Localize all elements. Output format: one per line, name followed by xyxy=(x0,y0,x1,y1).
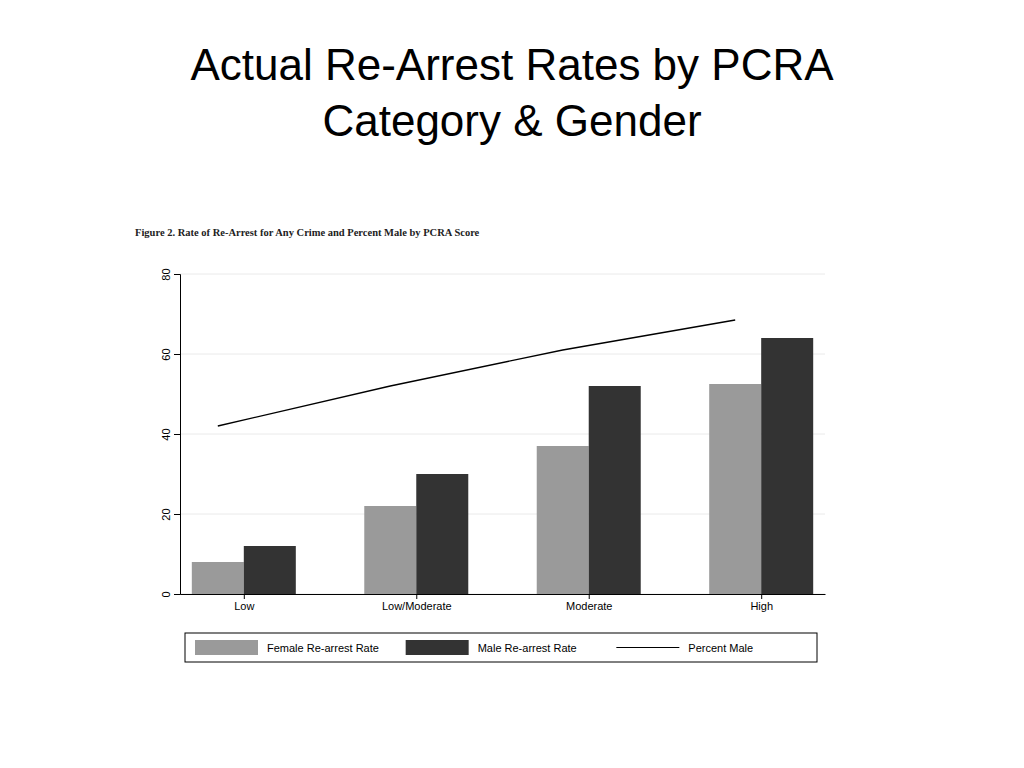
tick-label: 60 xyxy=(160,348,172,360)
tick-mark xyxy=(174,514,180,515)
tick: 80 xyxy=(160,268,180,280)
tick: Low/Moderate xyxy=(382,594,452,612)
tick: High xyxy=(750,594,773,612)
legend-label: Male Re-arrest Rate xyxy=(478,642,577,654)
tick: 40 xyxy=(160,428,180,440)
tick: 20 xyxy=(160,508,180,520)
bar xyxy=(244,546,296,594)
tick-mark xyxy=(589,594,590,599)
plot-area xyxy=(192,320,813,594)
bar xyxy=(192,562,244,594)
legend-swatch xyxy=(195,640,258,655)
tick-label: 20 xyxy=(160,508,172,520)
grid xyxy=(180,274,825,594)
bar xyxy=(709,384,761,594)
tick: Low xyxy=(234,594,254,612)
x-axis: Low Low/Moderate Moderate High xyxy=(181,594,826,612)
bar-series xyxy=(192,384,761,594)
title: Actual Re-Arrest Rates by PCRACategory &… xyxy=(190,40,834,145)
legend: Female Re-arrest Rate Male Re-arrest Rate… xyxy=(185,633,817,662)
tick: Moderate xyxy=(566,594,612,612)
tick-mark xyxy=(174,274,180,275)
bar xyxy=(589,386,641,594)
legend-swatch xyxy=(616,647,679,648)
tick: 60 xyxy=(160,348,180,360)
tick-mark xyxy=(174,354,180,355)
tick-label: Low/Moderate xyxy=(382,600,452,612)
grid-line xyxy=(180,274,825,275)
tick-label: 0 xyxy=(160,591,172,597)
bar-series xyxy=(244,338,813,594)
tick-label: Moderate xyxy=(566,600,612,612)
tick-label: 80 xyxy=(160,268,172,280)
bar xyxy=(416,474,468,594)
line xyxy=(218,320,735,426)
legend-box xyxy=(185,633,817,662)
tick-label: Low xyxy=(234,600,254,612)
subtitle: Figure 2. Rate of Re-Arrest for Any Crim… xyxy=(135,227,480,238)
axis-line xyxy=(174,275,181,595)
bar xyxy=(761,338,813,594)
axis-line xyxy=(181,594,826,595)
bar xyxy=(537,446,589,594)
tick-mark xyxy=(244,594,245,599)
tick-label: 40 xyxy=(160,428,172,440)
grid-line xyxy=(180,354,825,355)
bar xyxy=(364,506,416,594)
tick-mark xyxy=(174,594,180,595)
tick-label: High xyxy=(750,600,773,612)
legend-swatch xyxy=(406,640,469,655)
chart: Actual Re-Arrest Rates by PCRACategory &… xyxy=(0,0,1024,768)
legend-label: Female Re-arrest Rate xyxy=(267,642,379,654)
y-axis: 0 20 40 60 80 xyxy=(160,268,181,597)
legend-label: Percent Male xyxy=(688,642,753,654)
tick-mark xyxy=(761,594,762,599)
tick-mark xyxy=(174,434,180,435)
tick: 0 xyxy=(160,591,180,597)
tick-mark xyxy=(416,594,417,599)
